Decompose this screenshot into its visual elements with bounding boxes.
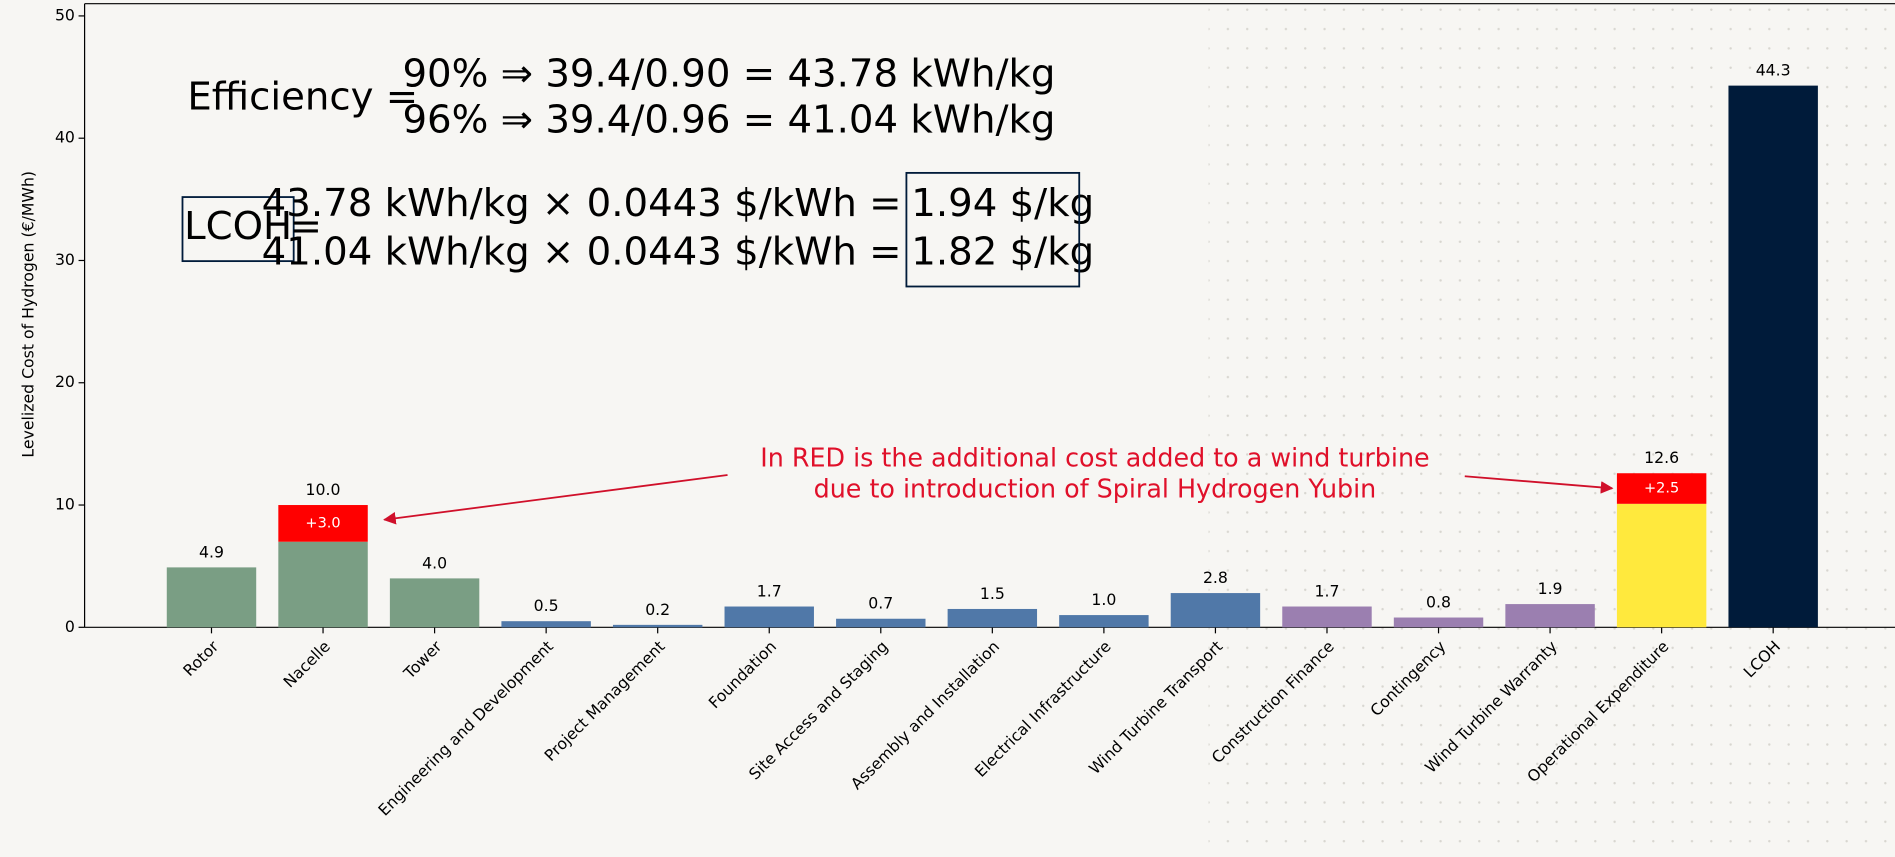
x-tick-label: Nacelle [279, 637, 333, 691]
bar-segment [1728, 85, 1818, 628]
total-label: 0.8 [1426, 593, 1451, 612]
total-label: 44.3 [1756, 61, 1791, 80]
note-line: due to introduction of Spiral Hydrogen Y… [814, 474, 1377, 504]
result-box [905, 171, 1081, 288]
total-label: 1.9 [1538, 579, 1563, 598]
x-tick-label: Foundation [705, 637, 780, 712]
segment-label: +2.5 [1644, 481, 1679, 497]
total-label: 10.0 [306, 480, 341, 499]
bar-segment [1505, 604, 1595, 628]
total-label: 4.9 [199, 542, 224, 561]
total-label: 0.5 [534, 596, 559, 615]
total-label: 1.7 [1314, 582, 1339, 601]
y-tick-label: 0 [65, 617, 75, 636]
bar-segment [1170, 593, 1261, 628]
total-label: 1.0 [1091, 590, 1116, 609]
note-line: In RED is the additional cost added to a… [760, 442, 1429, 472]
bar-segment [1059, 615, 1149, 628]
y-tick-label: 30 [55, 250, 75, 269]
x-tick-label: Tower [399, 636, 446, 683]
lcoh-expr: 43.78 kWh/kg × 0.0443 $/kWh = [262, 181, 902, 226]
bar-segment [278, 505, 368, 542]
total-label: 2.8 [1203, 568, 1228, 587]
bar-segment [947, 608, 1038, 628]
bar-segment [1616, 473, 1707, 504]
bar-segment [389, 578, 480, 628]
bar-segment [166, 567, 257, 628]
bar-segment [612, 624, 703, 628]
total-label: 4.0 [422, 553, 447, 572]
bar-segment [724, 606, 814, 628]
bar-segment [278, 541, 368, 628]
y-tick-label: 50 [55, 5, 75, 24]
total-label: 1.5 [980, 584, 1005, 603]
segment-label: +3.0 [305, 515, 340, 531]
bar-segment [836, 618, 926, 628]
efficiency-line: 96% ⇒ 39.4/0.96 = 41.04 kWh/kg [402, 98, 1055, 143]
lcoh-expr: 41.04 kWh/kg × 0.0443 $/kWh = [262, 229, 902, 274]
total-label: 0.7 [868, 594, 893, 613]
x-tick-label: Project Management [540, 637, 668, 765]
lcoh-result: 1.82 $/kg [911, 229, 1094, 274]
y-axis-label: Levelized Cost of Hydrogen (€/MWh) [19, 171, 38, 458]
bar-segment [1393, 617, 1484, 628]
efficiency-line: 90% ⇒ 39.4/0.90 = 43.78 kWh/kg [402, 52, 1055, 97]
y-tick-label: 40 [55, 128, 75, 147]
total-label: 12.6 [1644, 448, 1679, 467]
bar-segment [1616, 503, 1707, 628]
lcoh-result: 1.94 $/kg [911, 181, 1094, 226]
total-label: 0.2 [645, 600, 670, 619]
total-label: 1.7 [757, 582, 782, 601]
bar-segment [501, 621, 591, 628]
lcoh-label: LCOH [184, 204, 292, 249]
y-tick-label: 10 [55, 495, 75, 514]
note-arrow [383, 474, 728, 525]
note-arrow [1464, 475, 1614, 494]
x-tick-label: Rotor [179, 636, 223, 680]
bar-segment [1282, 606, 1372, 628]
lcoh-box [181, 196, 295, 263]
lcoh-equals: = [290, 204, 322, 249]
y-tick-label: 20 [55, 372, 75, 391]
efficiency-label: Efficiency = [187, 75, 418, 120]
x-tick-label: Engineering and Development [374, 637, 557, 820]
